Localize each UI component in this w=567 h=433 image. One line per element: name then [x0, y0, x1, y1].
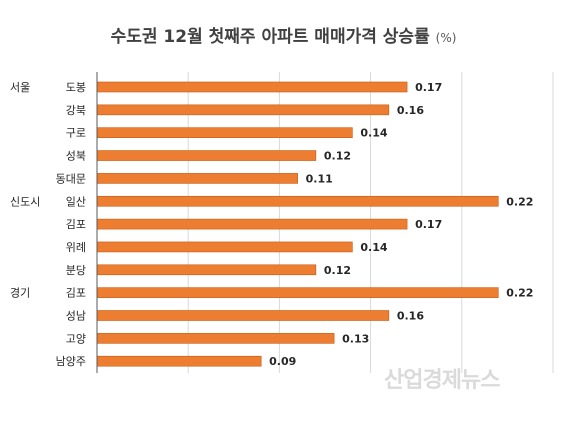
bar-6 — [96, 218, 408, 230]
category-label: 김포 — [66, 218, 86, 231]
group-label: 서울 — [10, 81, 30, 94]
bar-0 — [96, 81, 408, 93]
bar-5 — [96, 195, 499, 207]
category-label: 분당 — [66, 264, 86, 277]
chart-title-text: 수도권 12월 첫째주 아파트 매매가격 상승률 — [110, 27, 430, 47]
chart-title: 수도권 12월 첫째주 아파트 매매가격 상승률 (%) — [0, 22, 567, 47]
category-label: 고양 — [66, 332, 86, 345]
bar-4 — [96, 173, 298, 184]
chart-title-unit: (%) — [435, 31, 457, 45]
watermark: 산업경제뉴스 — [384, 368, 500, 393]
bar-9 — [96, 287, 499, 298]
category-label: 동대문 — [56, 172, 86, 185]
value-label: 0.16 — [397, 104, 424, 117]
bar-12 — [96, 355, 262, 367]
bar-7 — [96, 241, 353, 253]
value-label: 0.12 — [324, 264, 351, 277]
category-label: 남양주 — [56, 355, 86, 368]
category-label: 성남 — [66, 310, 86, 323]
value-label: 0.22 — [506, 195, 533, 208]
category-label: 성북 — [66, 150, 86, 163]
value-label: 0.13 — [342, 332, 369, 345]
value-label: 0.11 — [306, 172, 333, 185]
value-label: 0.17 — [415, 81, 442, 94]
group-label: 신도시 — [10, 195, 40, 208]
bar-11 — [96, 333, 335, 344]
category-label: 도봉 — [66, 81, 86, 94]
category-label: 위례 — [66, 241, 86, 254]
value-label: 0.14 — [360, 127, 387, 140]
value-label: 0.22 — [506, 287, 533, 300]
value-label: 0.12 — [324, 150, 351, 163]
value-label: 0.17 — [415, 218, 442, 231]
category-label: 강북 — [66, 104, 86, 117]
bar-8 — [96, 264, 317, 276]
bar-1 — [96, 104, 390, 116]
value-label: 0.14 — [360, 241, 387, 254]
bar-2 — [96, 127, 353, 138]
group-label: 경기 — [10, 287, 30, 300]
value-label: 0.16 — [397, 310, 424, 323]
category-label: 일산 — [66, 194, 86, 208]
value-label: 0.09 — [269, 355, 296, 368]
bars — [96, 81, 499, 367]
bar-3 — [96, 150, 317, 161]
category-label: 구로 — [66, 127, 86, 140]
bar-10 — [96, 310, 390, 321]
category-label: 김포 — [66, 287, 86, 300]
